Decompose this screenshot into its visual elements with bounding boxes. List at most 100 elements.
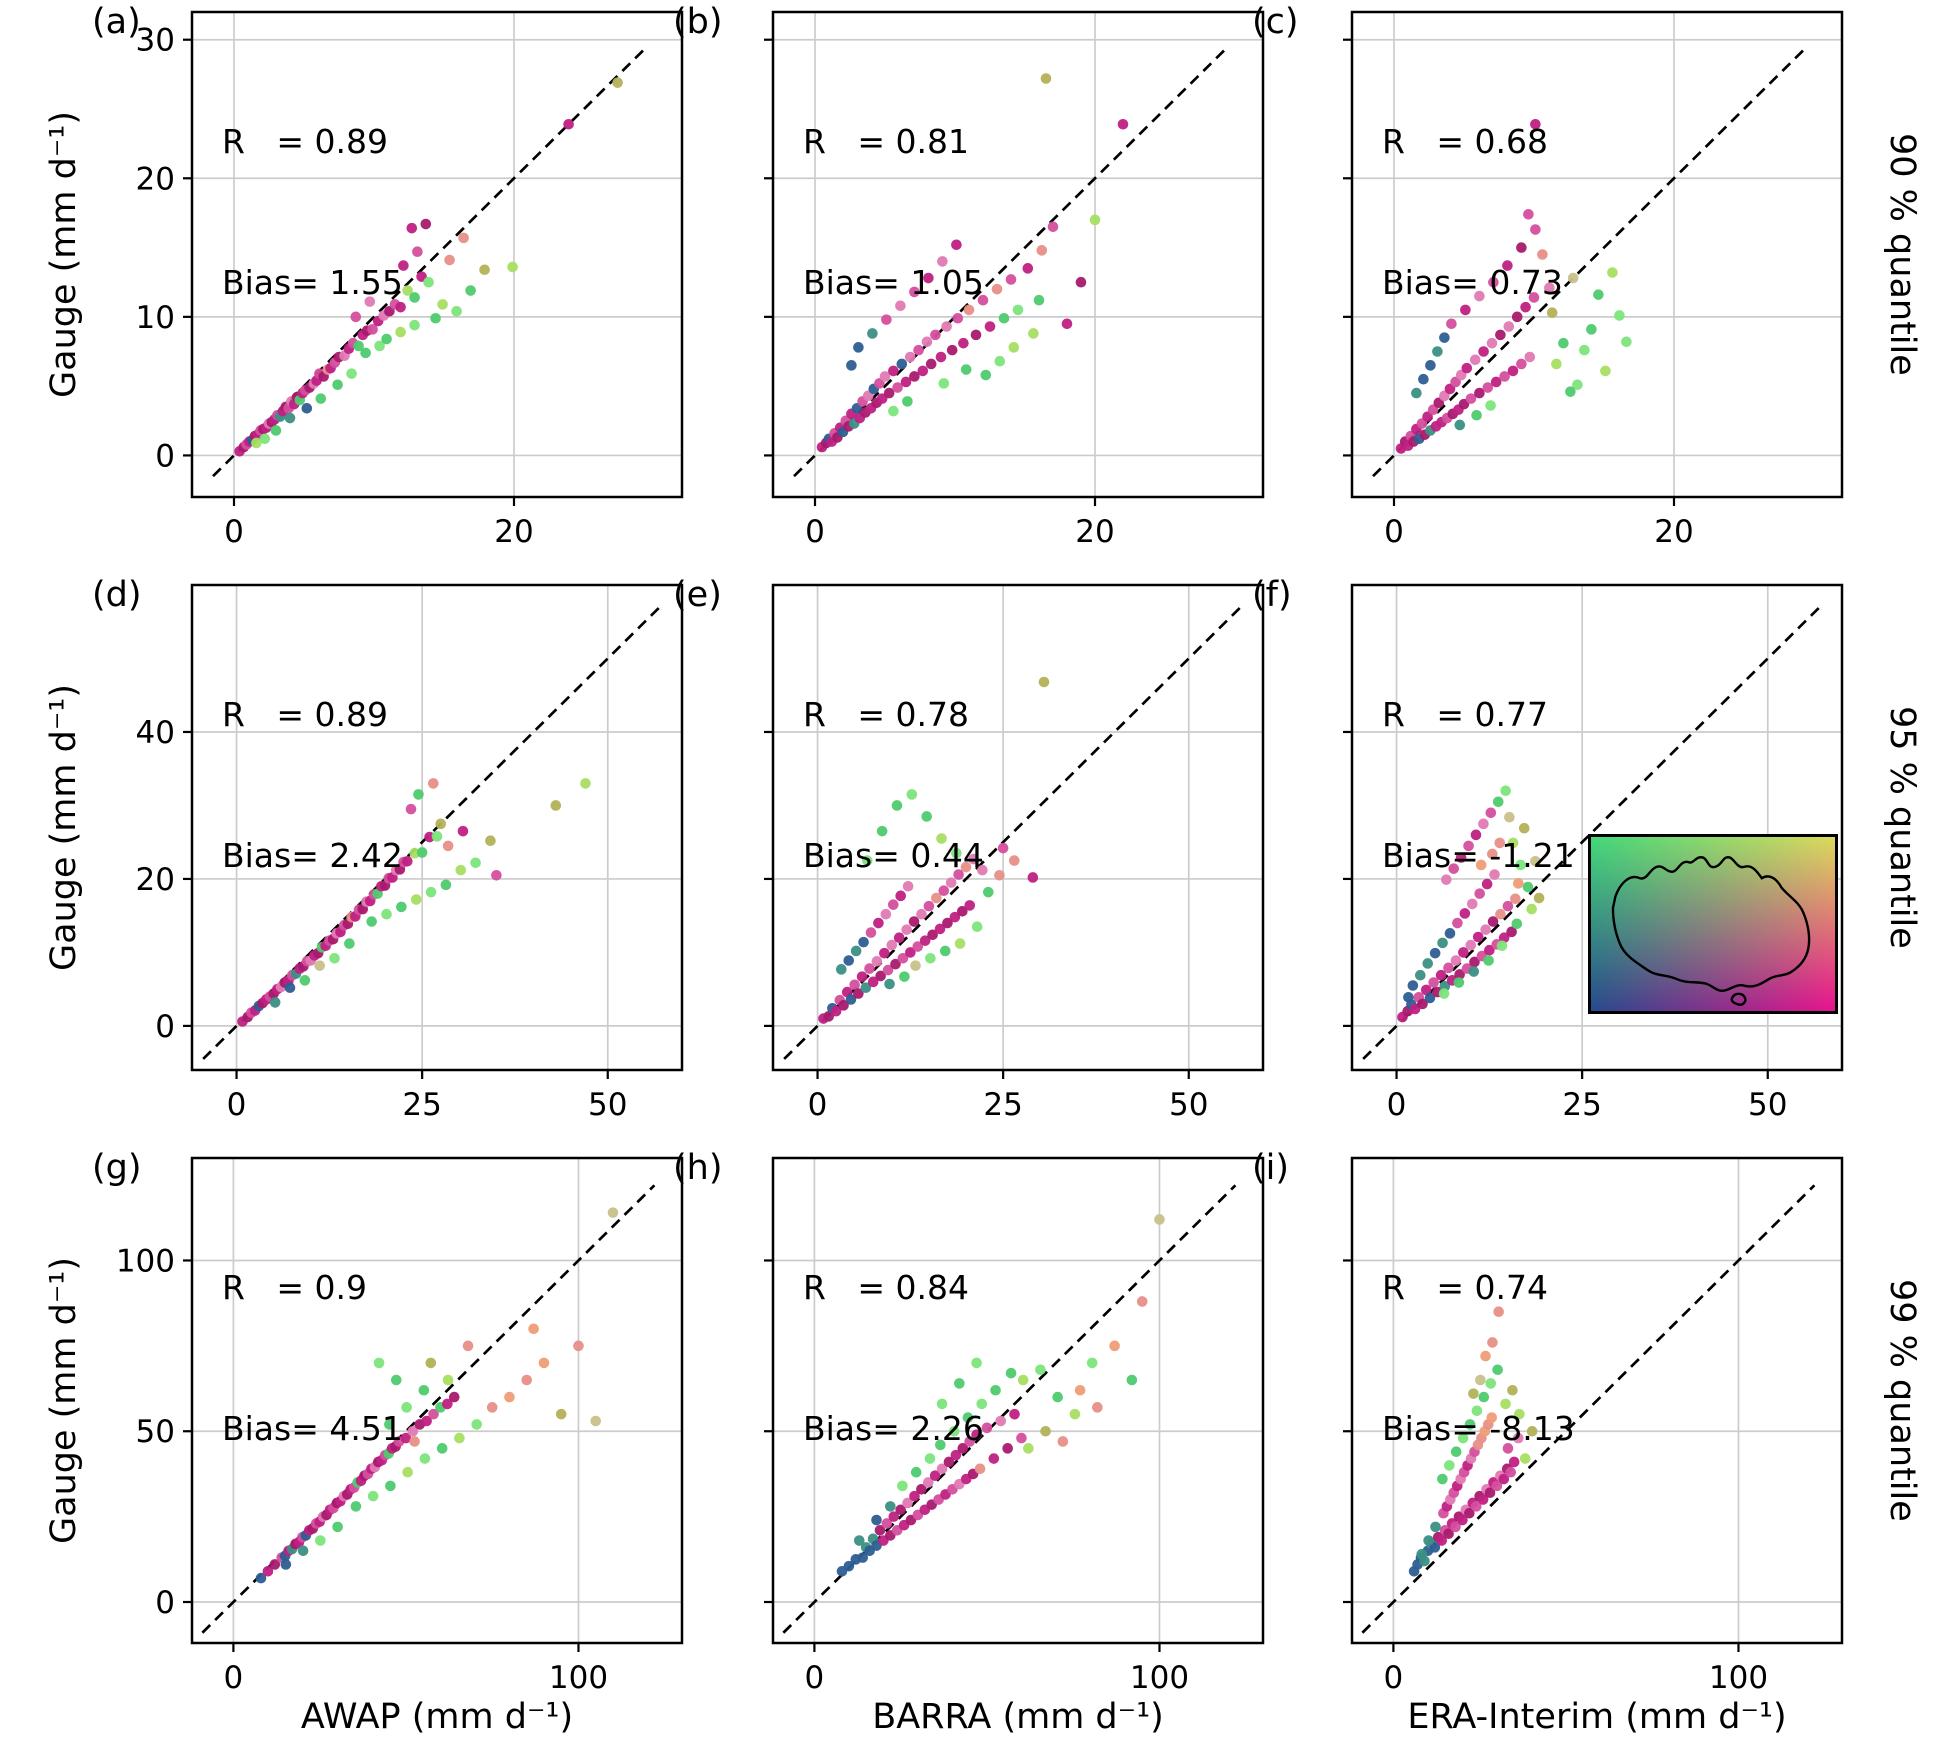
data-point	[262, 1565, 274, 1577]
r-value: R = 0.9	[222, 1268, 368, 1307]
x-axis-label-awap: AWAP (mm d⁻¹)	[300, 1697, 574, 1737]
data-point	[838, 1000, 849, 1011]
data-point	[1448, 863, 1460, 874]
data-point	[962, 1412, 974, 1423]
data-point	[922, 1477, 934, 1488]
data-point	[998, 312, 1010, 324]
data-point	[367, 324, 378, 335]
data-point	[314, 960, 325, 971]
y-tick-label: 40	[136, 715, 175, 751]
data-point	[964, 900, 976, 911]
data-point	[385, 1480, 396, 1492]
data-point	[1469, 956, 1480, 968]
data-point	[344, 938, 355, 949]
data-point	[1488, 276, 1499, 288]
data-point	[1507, 365, 1519, 377]
stats-annotation: R = 0.89 Bias= 2.42	[222, 597, 403, 973]
panel-letter: (a)	[92, 2, 141, 42]
data-point	[1036, 245, 1048, 256]
data-point	[1475, 859, 1487, 871]
data-point	[1485, 807, 1497, 819]
data-point	[1528, 292, 1540, 303]
data-point	[1508, 1456, 1520, 1468]
data-point	[409, 292, 420, 303]
data-point	[1061, 318, 1073, 330]
data-point	[491, 869, 502, 881]
scatter-plot-e: 0 25 50	[764, 583, 1265, 1123]
data-point	[871, 1514, 882, 1526]
data-point	[1040, 1425, 1051, 1437]
data-point	[1450, 955, 1462, 966]
data-point	[904, 351, 916, 363]
data-point	[949, 911, 961, 923]
data-point	[1478, 346, 1489, 357]
data-point	[1126, 1374, 1138, 1386]
x-tick-label: 100	[549, 1660, 608, 1696]
data-point	[315, 393, 327, 404]
data-point	[1470, 829, 1482, 841]
identity-line	[212, 45, 648, 478]
data-point	[871, 955, 883, 967]
data-point	[259, 433, 271, 445]
axes-border	[1350, 1156, 1844, 1645]
data-point	[937, 256, 948, 267]
panel-d: (d) 0 25 50 0 20 40 R = 0.89 Bias= 2.42	[92, 575, 684, 1123]
data-point	[1437, 937, 1448, 949]
data-point	[479, 264, 490, 276]
data-point	[470, 857, 481, 869]
data-point	[396, 901, 407, 913]
data-point	[420, 218, 432, 230]
y-tick-label: 30	[136, 23, 175, 59]
data-point	[943, 1456, 955, 1468]
australia-map	[1591, 837, 1835, 1011]
data-point	[1450, 1521, 1461, 1533]
stats-annotation: R = 0.68 Bias= 0.73	[1382, 24, 1563, 400]
data-point	[1005, 274, 1017, 285]
identity-line	[793, 45, 1229, 478]
data-point	[1429, 947, 1441, 959]
australia-outline	[1613, 857, 1809, 1005]
data-point	[1494, 837, 1506, 849]
data-point	[444, 254, 455, 266]
y-tick-label: 100	[116, 1243, 175, 1279]
r-value: R = 0.81	[803, 122, 970, 161]
data-point	[390, 1374, 402, 1386]
data-point	[888, 405, 899, 417]
data-point	[964, 1436, 975, 1447]
data-point	[875, 970, 886, 982]
data-point	[384, 1419, 395, 1430]
data-point	[425, 1357, 437, 1369]
y-tick-label: 20	[136, 161, 175, 197]
y-axis-label: Gauge (mm d⁻¹)	[44, 111, 84, 398]
data-point	[1411, 387, 1422, 399]
data-point	[958, 337, 969, 349]
row-label-99-quantile: 99 % quantile	[1882, 1279, 1922, 1522]
data-point	[1614, 310, 1625, 321]
data-point	[909, 1490, 920, 1502]
data-point	[977, 864, 988, 876]
data-point	[939, 945, 951, 957]
data-point	[1514, 1408, 1525, 1420]
data-point	[1530, 118, 1541, 130]
data-point	[402, 1466, 413, 1478]
x-axis-label-era-interim: ERA-Interim (mm d⁻¹)	[1407, 1697, 1787, 1737]
data-point	[994, 355, 1006, 367]
data-point	[1092, 1402, 1103, 1413]
data-point	[580, 778, 591, 789]
x-tick-label: 0	[1387, 1087, 1407, 1123]
data-point	[440, 879, 452, 891]
data-point	[1565, 386, 1576, 397]
data-point	[1471, 1405, 1483, 1417]
r-value: R = 0.84	[803, 1268, 970, 1307]
data-point	[1579, 344, 1590, 356]
data-point	[860, 982, 872, 993]
data-point	[906, 789, 918, 800]
data-point	[927, 929, 938, 941]
x-axis-label-barra: BARRA (mm d⁻¹)	[872, 1697, 1164, 1737]
data-point	[843, 1560, 855, 1572]
scatter-plot-a: 0 20 0 10 20 30	[136, 10, 684, 550]
data-point	[451, 306, 462, 317]
data-point	[486, 1402, 498, 1413]
data-point	[981, 1422, 993, 1434]
panel-letter: (g)	[92, 1148, 142, 1188]
